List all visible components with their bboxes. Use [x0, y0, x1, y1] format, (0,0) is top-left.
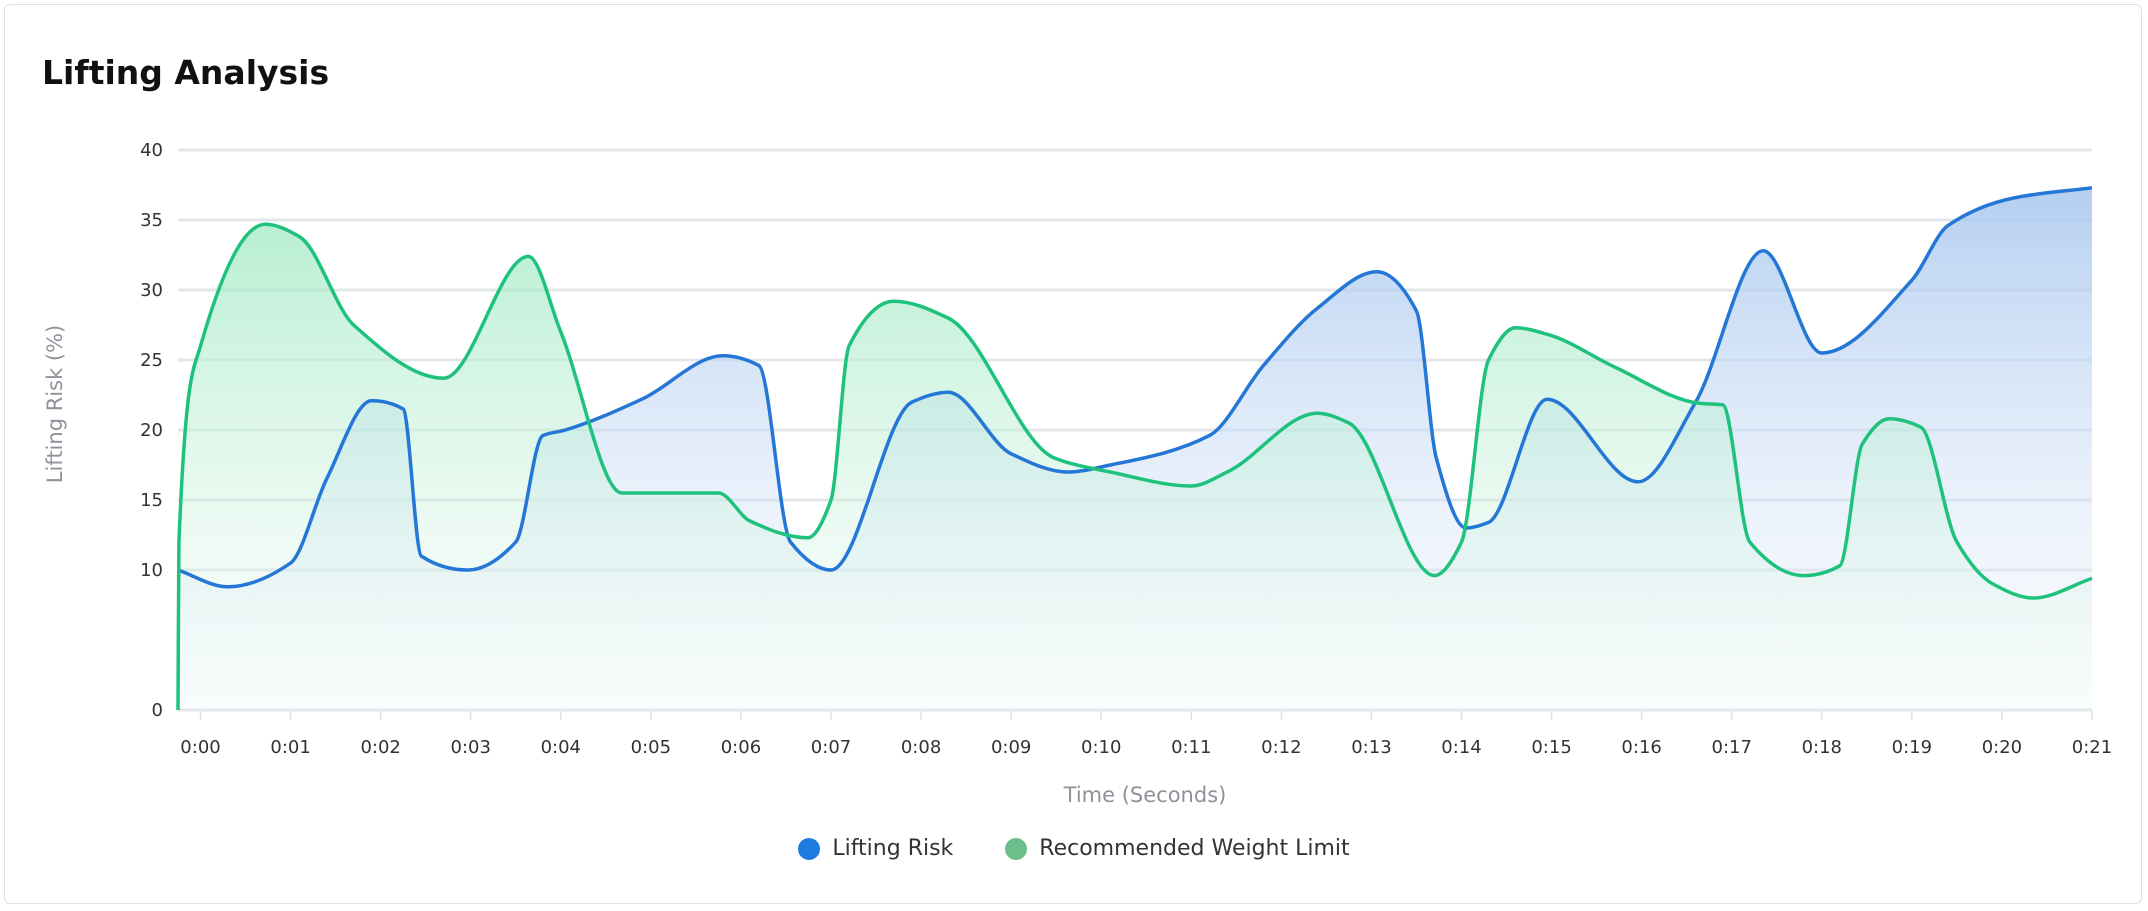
x-tick-label: 0:20 [1982, 737, 2022, 758]
y-tick-label: 10 [140, 560, 163, 581]
x-tick-label: 0:11 [1171, 737, 1211, 758]
x-tick-label: 0:14 [1441, 737, 1481, 758]
x-tick-label: 0:08 [901, 737, 941, 758]
x-tick-label: 0:19 [1892, 737, 1932, 758]
x-tick-label: 0:12 [1261, 737, 1301, 758]
x-tick-label: 0:17 [1712, 737, 1752, 758]
legend: Lifting Risk Recommended Weight Limit [0, 836, 2148, 861]
x-tick-label: 0:00 [180, 737, 220, 758]
x-tick-label: 0:05 [631, 737, 671, 758]
x-tick-label: 0:04 [541, 737, 581, 758]
legend-marker-recommended-weight-limit [1005, 837, 1028, 860]
x-tick-label: 0:13 [1351, 737, 1391, 758]
legend-label: Recommended Weight Limit [1039, 836, 1350, 861]
x-tick-label: 0:10 [1081, 737, 1121, 758]
x-tick-label: 0:18 [1802, 737, 1842, 758]
x-tick-label: 0:21 [2072, 737, 2112, 758]
y-tick-label: 0 [152, 700, 163, 721]
x-tick-label: 0:03 [451, 737, 491, 758]
y-tick-label: 40 [140, 140, 163, 161]
x-tick-label: 0:06 [721, 737, 761, 758]
legend-label: Lifting Risk [832, 836, 954, 861]
legend-item-lifting-risk[interactable]: Lifting Risk [798, 836, 953, 861]
y-axis-ticks: 0 10 15 20 25 30 35 40 [140, 140, 163, 721]
x-axis-title: Time (Seconds) [1063, 783, 1227, 807]
y-tick-label: 15 [140, 490, 163, 511]
y-tick-label: 20 [140, 420, 163, 441]
chart-title: Lifting Analysis [42, 53, 330, 92]
legend-item-recommended-weight-limit[interactable]: Recommended Weight Limit [1005, 836, 1350, 861]
y-axis-title: Lifting Risk (%) [43, 325, 67, 483]
x-tick-label: 0:02 [360, 737, 400, 758]
series-line-recommended-weight-limit [176, 222, 2093, 711]
y-tick-label: 30 [140, 280, 163, 301]
series-line-lifting-risk [177, 186, 2093, 589]
x-tick-label: 0:07 [811, 737, 851, 758]
y-tick-label: 35 [140, 210, 163, 231]
x-tick-label: 0:15 [1531, 737, 1571, 758]
x-tick-label: 0:16 [1621, 737, 1661, 758]
legend-marker-lifting-risk [798, 837, 821, 860]
series-areas [178, 187, 2092, 711]
x-tick-label: 0:01 [270, 737, 310, 758]
series-lines [176, 186, 2093, 711]
x-axis-ticks: 0:00 0:01 0:02 0:03 0:04 0:05 0:06 0:07 0:08 0:09… [180, 710, 2112, 758]
series-area-recommended-weight-limit [178, 224, 2092, 710]
y-tick-label: 25 [140, 350, 163, 371]
x-tick-label: 0:09 [991, 737, 1031, 758]
